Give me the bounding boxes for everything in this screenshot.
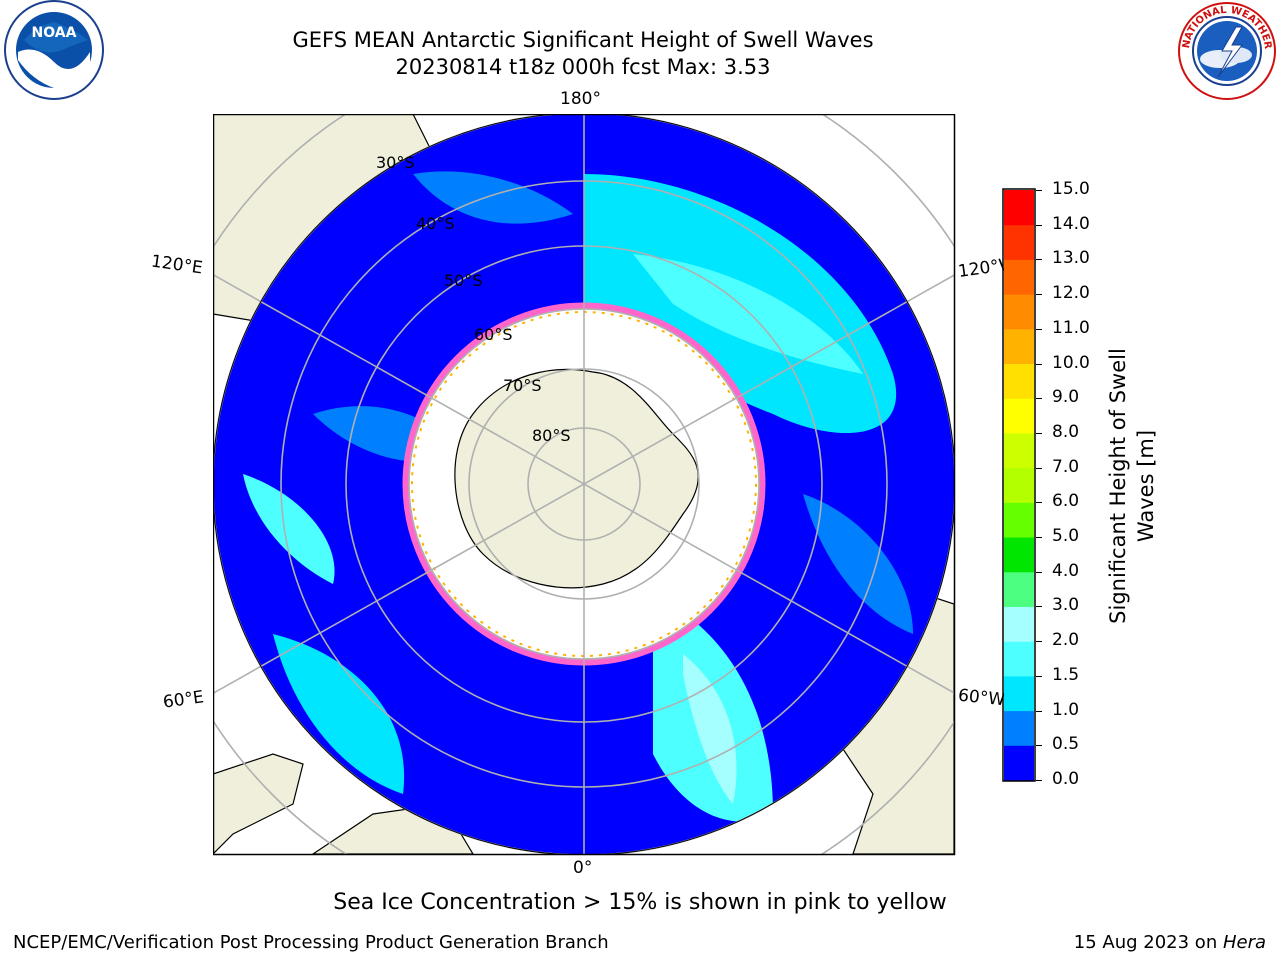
lat-label-50s: 50°S [444,271,483,290]
colorbar-tick-label: 10.0 [1052,352,1090,373]
colorbar-tick-label: 13.0 [1052,248,1090,269]
colorbar-tick-label: 14.0 [1052,213,1090,234]
colorbar-tick-mark [1036,224,1042,226]
land-madagascar [213,753,304,854]
graticule [213,114,954,854]
colorbar-tick-label: 4.0 [1052,560,1080,581]
lon-label-60w: 60°W [957,685,1006,711]
colorbar-tick-mark [1036,745,1042,747]
colorbar-tick-mark [1036,780,1042,781]
colorbar-tick-label: 7.0 [1052,456,1080,477]
colorbar-segment [1004,675,1034,712]
lat-label-70s: 70°S [503,376,542,395]
footer-date-text: 15 Aug 2023 on [1073,932,1223,953]
colorbar-tick-mark [1036,432,1042,434]
colorbar-segment [1004,259,1034,295]
colorbar-tick-label: 0.5 [1052,734,1080,755]
colorbar-label: Significant Height of Swell Waves [m] [1106,348,1158,624]
land-antarctica [454,368,699,589]
lon-label-60e: 60°E [161,687,206,713]
lon-label-0: 0° [573,858,593,878]
colorbar-segment [1004,745,1034,781]
colorbar-tick-mark [1036,363,1042,365]
swell-area-indian [243,474,335,584]
colorbar-segment [1004,328,1034,365]
colorbar-segment [1004,710,1034,746]
colorbar-tick-mark [1036,294,1042,296]
nws-logo-icon: NATIONAL WEATHER SERVICE [1176,1,1276,100]
colorbar-segment [1004,502,1034,538]
colorbar-tick-label: 8.0 [1052,421,1080,442]
lat-label-30s: 30°S [376,153,415,172]
colorbar-tick-label: 2.0 [1052,630,1080,651]
colorbar-segment [1004,467,1034,503]
colorbar-tick-label: 1.5 [1052,664,1080,685]
colorbar-tick-mark [1036,606,1042,608]
lat-label-40s: 40°S [416,214,455,233]
lon-label-180: 180° [560,89,601,109]
colorbar-segment [1004,641,1034,677]
colorbar-tick-label: 12.0 [1052,283,1090,304]
colorbar-tick-mark [1036,641,1042,643]
polar-map [213,114,956,856]
colorbar-segment [1004,224,1034,260]
title-line-2: 20230814 t18z 000h fcst Max: 3.53 [395,55,771,79]
colorbar-segment [1004,606,1034,642]
footer-host: Hera [1222,932,1266,953]
colorbar-tick-mark [1036,537,1042,539]
colorbar-segment [1004,398,1034,434]
colorbar-tick-mark [1036,571,1042,573]
colorbar-segment [1004,432,1034,469]
colorbar-tick-mark [1036,190,1042,191]
map-frame [213,114,956,856]
lat-label-80s: 80°S [532,426,571,445]
colorbar-tick-mark [1036,467,1042,469]
colorbar-tick-mark [1036,328,1042,330]
footer-branch: NCEP/EMC/Verification Post Processing Pr… [13,932,609,953]
colorbar-tick-label: 15.0 [1052,179,1090,199]
colorbar-segment [1004,190,1034,226]
lon-label-120e: 120°E [149,251,204,279]
colorbar-tick-label: 3.0 [1052,595,1080,616]
colorbar-segment [1004,363,1034,399]
noaa-logo-icon: NOAA [4,0,104,100]
noaa-logo-text: NOAA [32,25,77,41]
colorbar-tick-label: 5.0 [1052,526,1080,547]
colorbar-tick-label: 9.0 [1052,387,1080,408]
colorbar-tick-mark [1036,675,1042,677]
colorbar-segment [1004,571,1034,607]
colorbar [1002,188,1036,782]
colorbar-tick-mark [1036,710,1042,712]
colorbar-tick-mark [1036,398,1042,400]
colorbar-tick-label: 0.0 [1052,769,1080,789]
colorbar-segment [1004,294,1034,330]
footer-date: 15 Aug 2023 on Hera [1074,932,1266,953]
colorbar-tick-label: 1.0 [1052,699,1080,720]
colorbar-tick-label: 11.0 [1052,317,1090,338]
colorbar-tick-mark [1036,502,1042,504]
title-line-1: GEFS MEAN Antarctic Significant Height o… [292,28,874,52]
colorbar-tick-mark [1036,259,1042,261]
colorbar-segment [1004,537,1034,573]
sea-ice-caption: Sea Ice Concentration > 15% is shown in … [333,890,947,915]
lat-label-60s: 60°S [474,325,513,344]
colorbar-tick-label: 6.0 [1052,491,1080,512]
